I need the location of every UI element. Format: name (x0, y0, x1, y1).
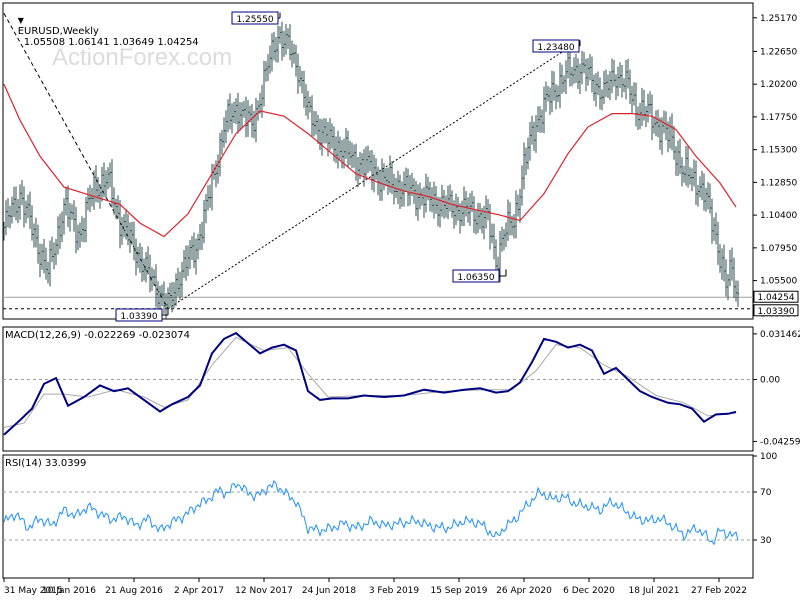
rsi-line (3, 479, 739, 546)
symbol-label: EURUSD,Weekly (17, 26, 99, 37)
support-price-badge-label: 1.03390 (757, 307, 794, 317)
x-tick-label: 2 Apr 2017 (174, 586, 224, 596)
price-tick-label: 1.20200 (760, 80, 797, 90)
watermark: ActionForex.com (52, 44, 232, 71)
price-annotation-label: 1.06350 (457, 273, 494, 283)
support-price-badge (753, 304, 799, 317)
macd-tick-label: 0.031462 (760, 330, 800, 340)
price-tick-label: 1.12850 (760, 178, 797, 188)
rsi-title: RSI(14) 33.0399 (5, 458, 87, 469)
macd-tick-label: -0.042597 (760, 437, 800, 447)
x-tick-label: 18 Jul 2021 (629, 586, 680, 596)
macd-line (3, 331, 737, 436)
chart-layers: 1.25170 1.22650 1.20200 1.17750 1.15300 1.128… (3, 11, 800, 596)
x-tick-label: 31 May 2015 (4, 586, 63, 596)
rsi-tick-label: 100 (760, 452, 777, 462)
x-tick-label: 6 Dec 2020 (563, 586, 615, 596)
x-tick-label: 26 Apr 2020 (496, 586, 552, 596)
price-annotation-label: 1.25550 (236, 15, 273, 25)
x-tick-label: 15 Sep 2019 (430, 586, 487, 596)
macd-title: MACD(12,26,9) -0.022269 -0.023074 (5, 330, 190, 341)
price-tick-label: 1.05500 (760, 277, 797, 287)
price-panel (2, 2, 754, 320)
price-tick-label: 1.17750 (760, 113, 797, 123)
rsi-tick-label: 30 (760, 536, 772, 546)
price-tick-label: 1.15300 (760, 146, 797, 156)
price-tick-label: 1.07950 (760, 244, 797, 254)
header: ▼ EURUSD,Weekly 1.05508 1.06141 1.03649 … (5, 4, 199, 59)
rsi-panel (2, 454, 754, 579)
price-annotation-label: 1.23480 (537, 43, 574, 53)
ohlc-label: 1.05508 1.06141 1.03649 1.04254 (23, 37, 199, 48)
x-tick-label: 3 Feb 2019 (369, 586, 420, 596)
x-tick-label: 21 Aug 2016 (105, 586, 163, 596)
rsi-tick-label: 70 (760, 488, 772, 498)
macd-tick-label: 0.00 (760, 376, 780, 386)
x-tick-label: 12 Nov 2017 (235, 586, 293, 596)
x-tick-label: 27 Feb 2022 (691, 586, 747, 596)
current-price-badge-label: 1.04254 (757, 293, 794, 303)
price-tick-label: 1.25170 (760, 14, 797, 24)
moving-average-line (3, 83, 737, 238)
price-tick-label: 1.22650 (760, 47, 797, 57)
triangle-down-icon[interactable]: ▼ (17, 16, 24, 25)
x-tick-label: 24 Jun 2018 (302, 586, 356, 596)
price-annotation-label: 1.03390 (120, 312, 157, 322)
price-tick-label: 1.10400 (760, 211, 797, 221)
current-price-badge (753, 290, 799, 303)
macd-panel (2, 326, 754, 452)
x-tick-label: 10 Jan 2016 (42, 586, 96, 596)
